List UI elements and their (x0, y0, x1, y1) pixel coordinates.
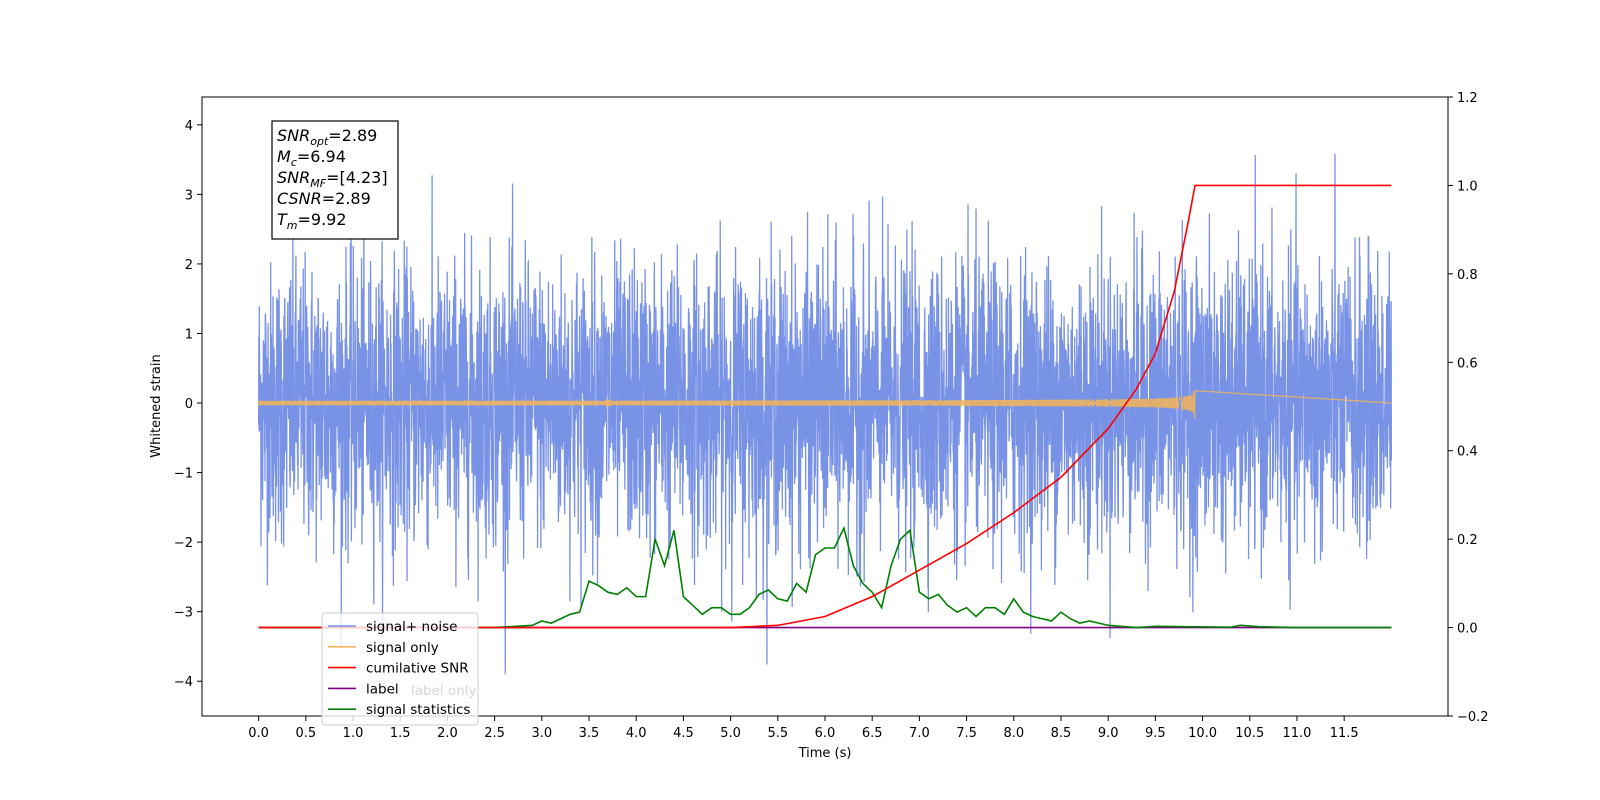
legend: label only signal+ noise signal only cumila… (321, 612, 479, 726)
series-signal-only-line (258, 390, 1392, 419)
x-tick-label: 9.0 (1098, 726, 1119, 741)
y-axis-left: −4 −3 −2 −1 0 1 2 3 4 (174, 119, 202, 690)
legend-label: signal statistics (366, 702, 470, 718)
legend-label: cumilative SNR (366, 661, 469, 677)
y-tick-label: 1 (185, 327, 193, 342)
series-signal-noise-line (257, 153, 1393, 675)
x-tick-label: 0.0 (248, 726, 269, 741)
x-tick-label: 3.0 (531, 726, 552, 741)
legend-label: signal only (366, 640, 439, 656)
x-tick-label: 8.0 (1003, 726, 1024, 741)
info-box-line: CSNR=2.89 (277, 189, 371, 208)
y-tick-label: 2 (185, 258, 193, 273)
y2-tick-label: −0.2 (1457, 710, 1489, 725)
x-axis-label: Time (s) (798, 746, 852, 761)
legend-overlay-text: label only (411, 683, 477, 699)
x-tick-label: 6.0 (815, 726, 836, 741)
series-layer (257, 153, 1393, 675)
y-axis-label: Whitened strain (149, 354, 164, 457)
x-tick-label: 10.0 (1188, 726, 1217, 741)
x-tick-label: 2.0 (437, 726, 458, 741)
y-tick-label: 3 (185, 188, 193, 203)
info-box-line: Mc=6.94 (277, 147, 346, 169)
x-tick-label: 4.0 (626, 726, 647, 741)
info-box-line: SNRMF=[4.23] (277, 168, 388, 190)
y2-tick-label: 1.2 (1457, 91, 1478, 106)
x-tick-label: 11.0 (1282, 726, 1311, 741)
x-tick-label: 11.5 (1330, 726, 1359, 741)
info-box-frame (271, 120, 399, 240)
x-tick-label: 6.5 (862, 726, 883, 741)
x-tick-label: 10.5 (1235, 726, 1264, 741)
y2-tick-label: 0.8 (1457, 268, 1478, 283)
x-tick-label: 7.5 (956, 726, 977, 741)
y-tick-label: 4 (185, 119, 193, 134)
series-cumilative-snr-line (258, 184, 1392, 629)
info-box-line: Tm=9.92 (277, 210, 347, 232)
x-tick-label: 3.5 (579, 726, 600, 741)
y2-tick-label: 0.4 (1457, 445, 1478, 460)
x-tick-label: 2.5 (484, 726, 505, 741)
y-tick-label: 0 (185, 397, 193, 412)
x-tick-label: 9.5 (1145, 726, 1166, 741)
x-tick-label: 1.5 (390, 726, 411, 741)
series-signal-statistics-line (258, 525, 1392, 629)
legend-label: signal+ noise (366, 619, 457, 635)
x-tick-label: 8.5 (1051, 726, 1072, 741)
x-tick-label: 5.5 (767, 726, 788, 741)
x-tick-label: 5.0 (720, 726, 741, 741)
x-tick-label: 7.0 (909, 726, 930, 741)
y2-tick-label: 0.2 (1457, 533, 1478, 548)
x-tick-label: 1.0 (343, 726, 364, 741)
legend-label: label (366, 681, 399, 697)
y-tick-label: −2 (174, 536, 193, 551)
x-tick-label: 4.5 (673, 726, 694, 741)
x-axis: 0.0 0.5 1.0 1.5 2.0 2.5 3.0 3.5 4.0 4.5 5.0 5.5 6.0 6… (248, 716, 1359, 741)
y-tick-label: −4 (174, 675, 193, 690)
y2-tick-label: 0.0 (1457, 622, 1478, 637)
y-tick-label: −3 (174, 606, 193, 621)
x-tick-label: 0.5 (295, 726, 316, 741)
y-axis-right: −0.2 0.0 0.2 0.4 0.6 0.8 1.0 1.2 (1448, 91, 1489, 725)
y-tick-label: −1 (174, 467, 193, 482)
y2-tick-label: 1.0 (1457, 179, 1478, 194)
info-box-line: SNRopt=2.89 (277, 126, 377, 148)
legend-frame (321, 612, 479, 726)
y2-tick-label: 0.6 (1457, 356, 1478, 371)
